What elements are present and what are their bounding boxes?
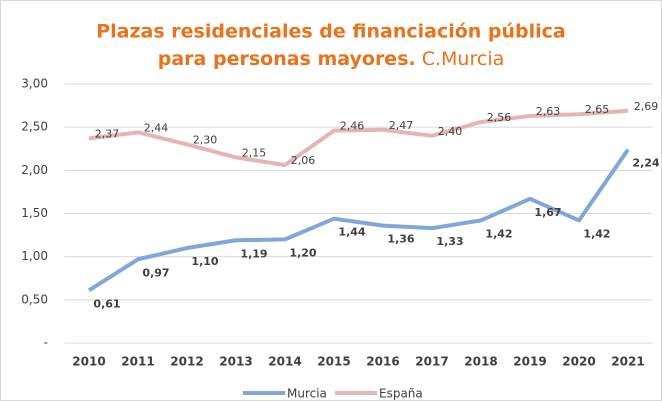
- data-label: 1,42: [485, 227, 512, 240]
- chart-title: para personas mayores.: [158, 48, 416, 70]
- x-tick-label: 2019: [513, 355, 546, 369]
- data-label: 2,40: [438, 125, 463, 138]
- chart-title-line: para personas mayores. C.Murcia: [158, 48, 505, 70]
- data-label: 2,63: [536, 105, 561, 118]
- y-tick-label: 1,50: [21, 206, 48, 220]
- data-label: 1,33: [436, 235, 463, 248]
- data-label: 2,69: [634, 100, 659, 113]
- x-tick-label: 2013: [219, 355, 252, 369]
- y-tick-label: 2,00: [21, 163, 48, 177]
- y-tick-label: 3,00: [21, 77, 48, 91]
- data-label: 1,36: [387, 233, 414, 246]
- data-label: 1,20: [289, 246, 316, 259]
- data-label: 2,24: [632, 157, 659, 170]
- x-tick-label: 2011: [121, 355, 154, 369]
- data-label: 1,42: [583, 227, 610, 240]
- y-tick-label: -: [44, 336, 48, 350]
- data-label: 2,65: [585, 103, 610, 116]
- data-label: 1,67: [534, 206, 561, 219]
- data-label: 2,15: [242, 146, 267, 159]
- series-line: [88, 108, 629, 168]
- series-line: [87, 148, 630, 293]
- data-label: 2,47: [389, 119, 414, 132]
- legend-label: Murcia: [287, 387, 327, 401]
- x-tick-label: 2016: [366, 355, 399, 369]
- x-tick-label: 2017: [415, 355, 448, 369]
- data-label: 1,19: [240, 247, 267, 260]
- x-tick-label: 2015: [317, 355, 350, 369]
- data-label: 2,37: [95, 127, 120, 140]
- chart-title: Plazas residenciales de financiación púb…: [96, 21, 566, 43]
- x-tick-label: 2010: [72, 355, 105, 369]
- x-tick-label: 2021: [611, 355, 644, 369]
- data-label: 0,61: [93, 297, 120, 310]
- data-label: 1,44: [338, 226, 365, 239]
- data-label: 2,56: [487, 111, 512, 124]
- y-tick-label: 0,50: [21, 292, 48, 306]
- data-label: 2,06: [291, 154, 316, 167]
- x-tick-label: 2020: [562, 355, 595, 369]
- data-label: 1,10: [191, 255, 218, 268]
- x-tick-label: 2012: [170, 355, 203, 369]
- x-tick-label: 2018: [464, 355, 497, 369]
- x-tick-label: 2014: [268, 355, 301, 369]
- y-tick-label: 2,50: [21, 120, 48, 134]
- data-label: 2,44: [144, 121, 169, 134]
- y-tick-label: 1,00: [21, 249, 48, 263]
- data-label: 2,46: [340, 120, 365, 133]
- chart-subtitle: C.Murcia: [422, 48, 505, 70]
- data-label: 0,97: [142, 266, 169, 279]
- data-label: 2,30: [193, 133, 218, 146]
- legend-label: España: [379, 387, 423, 401]
